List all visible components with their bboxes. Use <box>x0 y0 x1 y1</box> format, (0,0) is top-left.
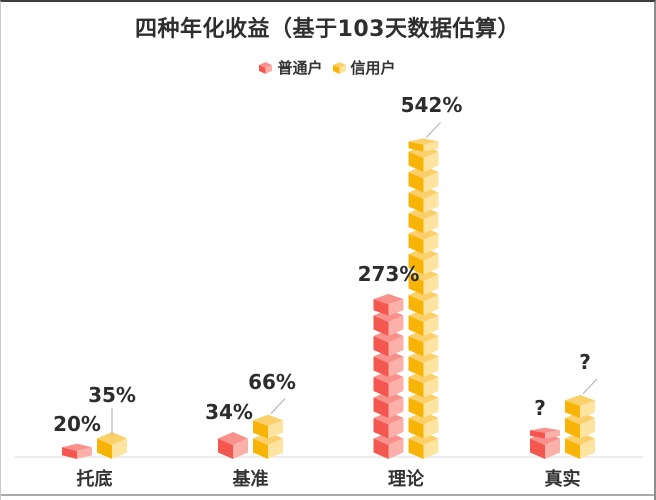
bar-credit-3 <box>565 394 595 459</box>
value-label-ordinary-2: 273% <box>357 261 420 286</box>
value-label-credit-0: 35% <box>88 383 136 407</box>
value-label-credit-2: 542% <box>400 93 463 118</box>
value-label-credit-3: ? <box>579 349 591 374</box>
value-label-ordinary-3: ? <box>534 395 546 420</box>
legend-label-ordinary: 普通户 <box>277 59 323 77</box>
leader-line <box>270 398 286 414</box>
bottom-border-line <box>1 494 654 496</box>
legend-item-credit[interactable]: 信用户 <box>332 57 396 78</box>
value-label-ordinary-1: 34% <box>205 400 253 424</box>
bar-ordinary-0 <box>62 443 92 459</box>
category-label-2: 理论 <box>388 469 424 490</box>
bar-ordinary-3 <box>530 427 560 459</box>
category-label-0: 托底 <box>76 469 113 490</box>
bar-credit-0 <box>97 432 127 459</box>
bar-credit-1 <box>253 414 283 459</box>
legend: 普通户 信用户 <box>1 57 654 78</box>
leader-line <box>582 378 598 395</box>
leader-line <box>426 121 441 138</box>
value-label-ordinary-0: 20% <box>53 411 101 436</box>
value-label-credit-1: 66% <box>248 369 296 394</box>
cube-icon <box>332 61 346 74</box>
category-label-1: 基准 <box>232 469 269 490</box>
legend-label-credit: 信用户 <box>350 59 396 77</box>
category-label-3: 真实 <box>544 469 581 490</box>
bar-ordinary-2 <box>373 293 404 459</box>
legend-item-ordinary[interactable]: 普通户 <box>259 57 323 78</box>
cube-icon <box>259 61 273 74</box>
bar-credit-2 <box>408 138 439 459</box>
bar-ordinary-1 <box>218 432 248 459</box>
chart-title: 四种年化收益（基于103天数据估算） <box>135 17 520 42</box>
